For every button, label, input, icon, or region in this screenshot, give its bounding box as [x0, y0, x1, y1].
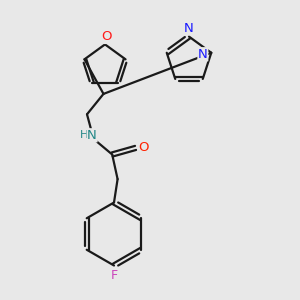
- Text: F: F: [110, 268, 118, 282]
- Text: O: O: [138, 141, 148, 154]
- Text: N: N: [198, 48, 208, 61]
- Text: N: N: [87, 129, 97, 142]
- Text: O: O: [101, 30, 112, 44]
- Text: H: H: [80, 130, 88, 140]
- Text: N: N: [184, 22, 193, 35]
